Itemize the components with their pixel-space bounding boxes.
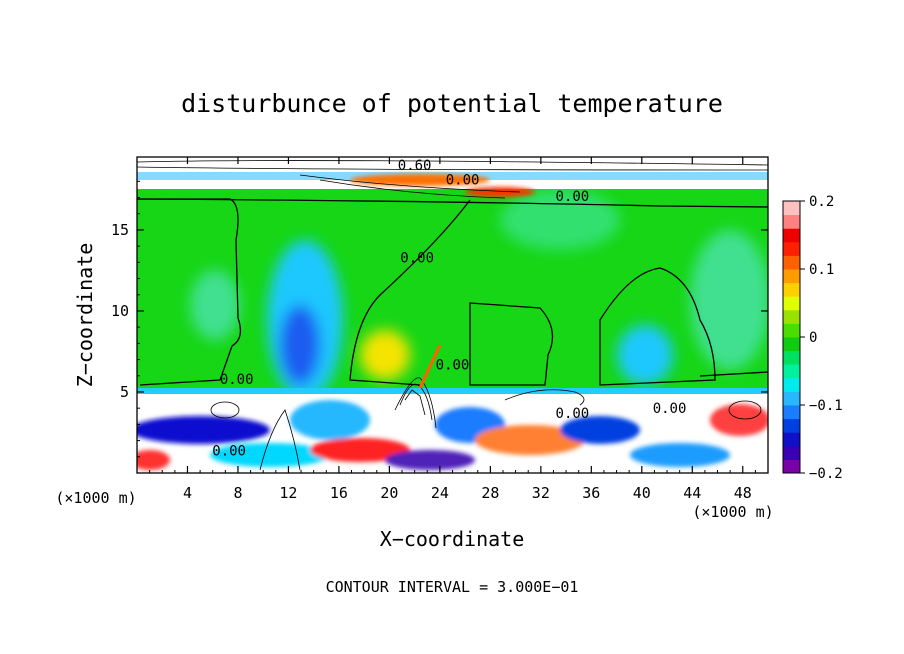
colorbar-bin-4	[783, 405, 800, 420]
colorbar-bin-6	[783, 377, 800, 392]
x-unit-left: (×1000 m)	[55, 489, 136, 507]
y-axis-ticks: 5 10 15	[111, 180, 768, 458]
contour-interval-note: CONTOUR INTERVAL = 3.000E−01	[326, 578, 579, 596]
y-tick-label-0: 5	[120, 383, 129, 401]
contour-label-0: 0.00	[446, 173, 480, 189]
colorbar-bin-19	[783, 201, 800, 216]
chart-title: disturbunce of potential temperature	[181, 89, 723, 118]
contour-label-6: 0.00	[653, 401, 687, 417]
contour-label-7: 0.00	[212, 443, 246, 459]
colorbar-tick-label-1: 0.1	[809, 262, 834, 278]
colorbar-bin-17	[783, 228, 800, 243]
colorbar-bin-15	[783, 255, 800, 270]
contour-label-3: 0.00	[436, 357, 470, 373]
colorbar-tick-label-3: −0.1	[809, 398, 843, 414]
contour-label-5: 0.00	[556, 406, 590, 422]
x-tick-label-0: 4	[183, 484, 192, 502]
colorbar-tick-label-2: 0	[809, 330, 817, 346]
x-tick-label-8: 36	[582, 484, 600, 502]
colorbar-bin-18	[783, 214, 800, 229]
colorbar-ticks: 0.2 0.1 0 −0.1 −0.2	[800, 194, 843, 482]
y-tick-label-1: 10	[111, 302, 129, 320]
colorbar-bin-8	[783, 350, 800, 365]
x-tick-label-9: 40	[633, 484, 651, 502]
colorbar-tick-label-0: 0.2	[809, 194, 834, 210]
contour-labels: 0.00 0.00 0.00 0.00 0.00 0.00 0.00 0.00 0.60	[212, 158, 686, 459]
colorbar-bin-12	[783, 296, 800, 311]
contour-label-8: 0.60	[398, 158, 432, 174]
x-tick-label-6: 28	[481, 484, 499, 502]
x-tick-label-10: 44	[683, 484, 701, 502]
colorbar-bin-7	[783, 364, 800, 379]
colorbar-bin-5	[783, 391, 800, 406]
colorbar-bin-13	[783, 282, 800, 297]
x-axis-ticks: 4 8 12 16 20 24 28 32 36 40 44 48	[149, 157, 756, 502]
colorbar-tick-label-4: −0.2	[809, 466, 843, 482]
colorbar-bin-9	[783, 337, 800, 352]
x-axis-label: X−coordinate	[380, 527, 525, 551]
y-axis-label: Z−coordinate	[73, 243, 97, 388]
x-tick-label-4: 20	[380, 484, 398, 502]
colorbar-bin-14	[783, 269, 800, 284]
colorbar-bin-16	[783, 241, 800, 256]
contour-field	[137, 157, 768, 473]
contour-label-1: 0.00	[556, 189, 590, 205]
x-unit-right: (×1000 m)	[692, 503, 773, 521]
x-tick-label-11: 48	[734, 484, 752, 502]
colorbar-bin-0	[783, 459, 800, 474]
contour-label-2: 0.00	[400, 250, 434, 266]
y-tick-label-2: 15	[111, 221, 129, 239]
colorbar-bin-3	[783, 418, 800, 433]
colorbar-bin-10	[783, 323, 800, 338]
colorbar-bin-11	[783, 309, 800, 324]
colorbar-bin-1	[783, 445, 800, 460]
colorbar-bin-2	[783, 432, 800, 447]
x-tick-label-5: 24	[431, 484, 449, 502]
x-tick-label-7: 32	[532, 484, 550, 502]
x-tick-label-2: 12	[279, 484, 297, 502]
contour-label-4: 0.00	[220, 372, 254, 388]
x-tick-label-1: 8	[233, 484, 242, 502]
colorbar	[782, 200, 801, 474]
x-tick-label-3: 16	[330, 484, 348, 502]
